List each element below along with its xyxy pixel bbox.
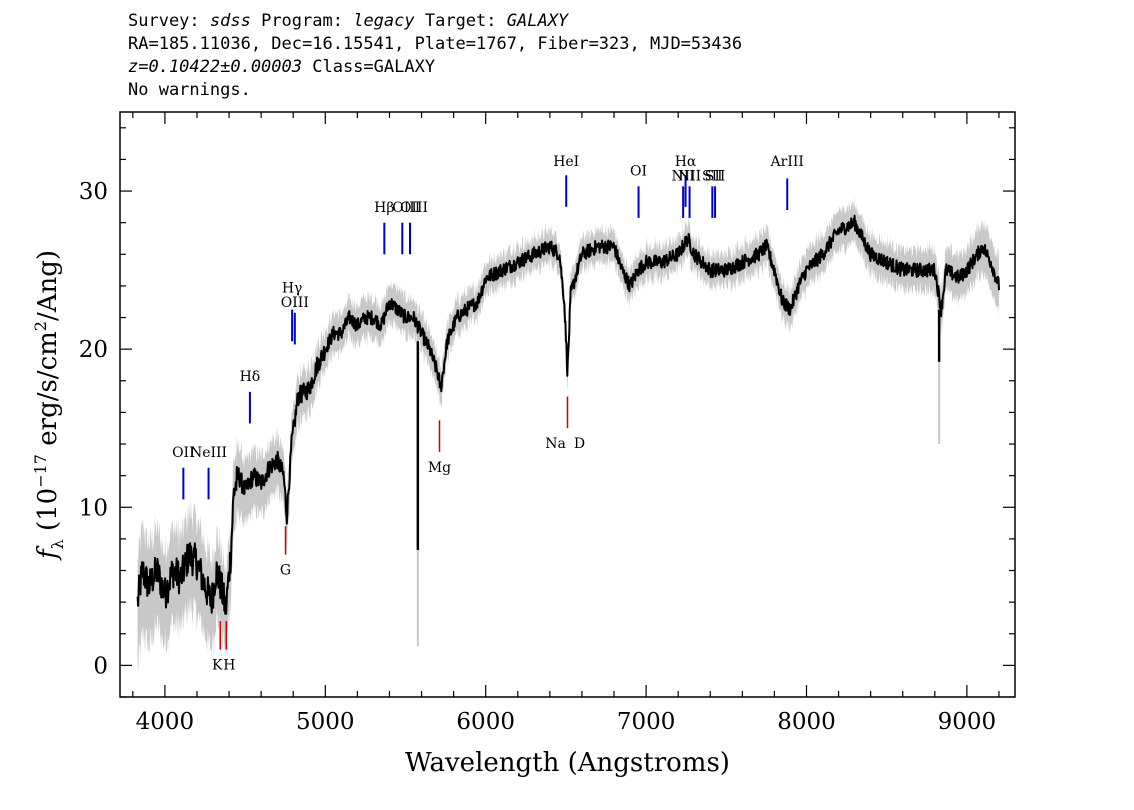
x-tick-label: 7000 (617, 709, 676, 735)
x-tick-label: 6000 (456, 709, 515, 735)
absorption-line-label: Mg (428, 460, 451, 476)
emission-line-label: OII (172, 445, 195, 461)
y-tick-label: 0 (93, 653, 108, 679)
emission-line-label: OIII (392, 200, 420, 216)
axis-ticks: 4000 5000 6000 7000 8000 9000 0 10 20 30 (79, 112, 1015, 735)
survey-label: Survey: (128, 11, 210, 31)
x-tick-label: 8000 (777, 709, 836, 735)
absorption-line-label: Na (545, 436, 566, 452)
y-tick-label: 30 (79, 179, 108, 205)
target-value: GALAXY (506, 11, 569, 31)
program-label: Program: (250, 11, 354, 31)
redshift-value: z=0.10422±0.00003 (128, 57, 302, 77)
absorption-line-label: K (212, 658, 223, 674)
emission-line-label: Hδ (240, 369, 261, 385)
spectrum-line (136, 214, 1000, 615)
header-line-redshift: z=0.10422±0.00003 Class=GALAXY (128, 56, 742, 79)
absorption-line-label: D (574, 436, 585, 452)
absorption-line-label: H (223, 658, 235, 674)
x-tick-label: 4000 (136, 709, 195, 735)
emission-line-label: OIII (281, 295, 309, 311)
plot-frame (119, 111, 1016, 698)
spectrum-header: Survey: sdss Program: legacy Target: GAL… (128, 10, 742, 102)
y-tick-label: 10 (79, 495, 108, 521)
program-value: legacy (353, 11, 415, 31)
x-axis-title: Wavelength (Angstroms) (405, 748, 730, 778)
spectrum-series (136, 214, 1000, 615)
error-band-area (137, 195, 1000, 673)
class-value: Class=GALAXY (302, 57, 436, 77)
emission-line-label: Hα (675, 154, 697, 170)
x-tick-label: 9000 (938, 709, 997, 735)
header-line-coordinates: RA=185.11036, Dec=16.15541, Plate=1767, … (128, 34, 743, 54)
emission-line-label: OIII (400, 200, 428, 216)
emission-line-label: HeI (553, 154, 579, 170)
emission-line-label: NII (671, 168, 694, 184)
emission-line-label: ArIII (770, 154, 804, 170)
emission-line-label: Hγ (282, 281, 303, 297)
emission-line-label: SII (705, 168, 726, 184)
target-label: Target: (414, 11, 507, 31)
y-tick-label: 20 (79, 337, 108, 363)
error-band (137, 195, 1000, 673)
absorption-line-label: G (280, 563, 291, 579)
emission-line-label: SII (702, 168, 723, 184)
emission-line-label: NII (678, 168, 701, 184)
header-line-survey: Survey: sdss Program: legacy Target: GAL… (128, 10, 742, 33)
emission-line-label: Hβ (374, 200, 394, 216)
emission-line-label: OI (630, 164, 647, 180)
header-line-warnings: No warnings. (128, 80, 251, 100)
y-axis-title: fλ (10−17 erg/s/cm2/Ang) (31, 250, 67, 561)
x-tick-label: 5000 (296, 709, 355, 735)
emission-line-label: NeIII (190, 445, 227, 461)
survey-value: sdss (209, 11, 251, 31)
